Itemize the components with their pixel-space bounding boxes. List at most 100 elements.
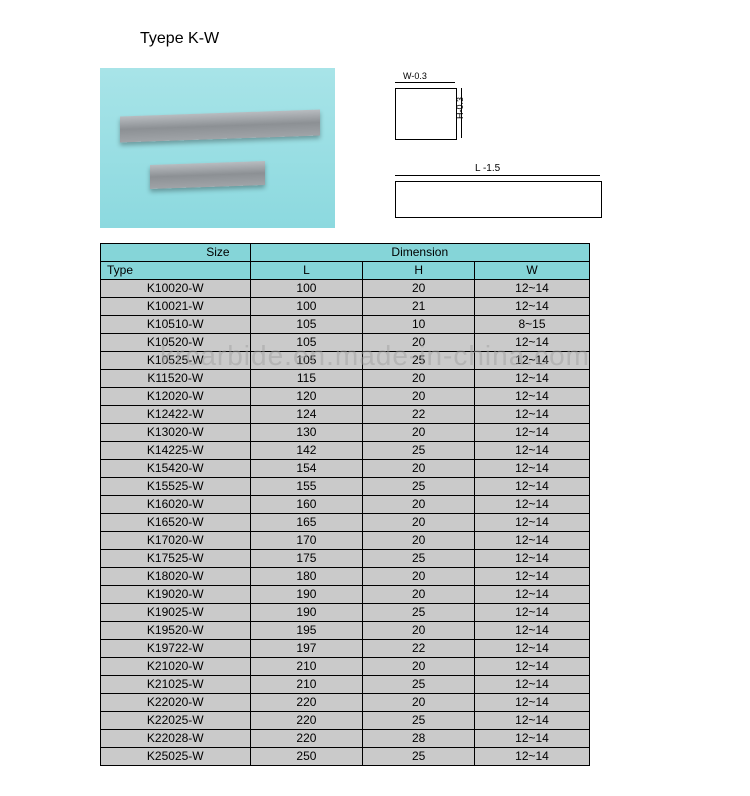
cell-L: 124	[250, 406, 363, 424]
cell-H: 22	[363, 406, 475, 424]
cell-type: K22020-W	[101, 694, 251, 712]
cell-W: 12~14	[475, 694, 590, 712]
cell-L: 210	[250, 658, 363, 676]
table-row: K15420-W1542012~14	[101, 460, 590, 478]
cell-H: 20	[363, 694, 475, 712]
cell-W: 12~14	[475, 514, 590, 532]
l-dimension-label: L -1.5	[475, 163, 500, 174]
long-bar	[120, 110, 320, 143]
cell-L: 142	[250, 442, 363, 460]
cell-type: K19020-W	[101, 586, 251, 604]
cell-H: 22	[363, 640, 475, 658]
cell-type: K15525-W	[101, 478, 251, 496]
h-header: H	[363, 262, 475, 280]
table-row: K17020-W1702012~14	[101, 532, 590, 550]
cell-W: 12~14	[475, 622, 590, 640]
cell-L: 105	[250, 334, 363, 352]
top-row: W-0.3 H-0.3 L -1.5	[100, 68, 700, 228]
cell-L: 220	[250, 694, 363, 712]
cell-H: 20	[363, 424, 475, 442]
cell-L: 170	[250, 532, 363, 550]
product-photo	[100, 68, 335, 228]
l-header: L	[250, 262, 363, 280]
table-row: K17525-W1752512~14	[101, 550, 590, 568]
cell-type: K14225-W	[101, 442, 251, 460]
cell-W: 12~14	[475, 406, 590, 424]
table-row: K12020-W1202012~14	[101, 388, 590, 406]
table-row: K21020-W2102012~14	[101, 658, 590, 676]
cell-H: 20	[363, 514, 475, 532]
cell-type: K12422-W	[101, 406, 251, 424]
table-row: K13020-W1302012~14	[101, 424, 590, 442]
table-row: K25025-W2502512~14	[101, 748, 590, 766]
cell-type: K16520-W	[101, 514, 251, 532]
cell-W: 12~14	[475, 568, 590, 586]
cell-H: 20	[363, 622, 475, 640]
table-row: K21025-W2102512~14	[101, 676, 590, 694]
cell-L: 105	[250, 352, 363, 370]
table-row: K18020-W1802012~14	[101, 568, 590, 586]
cell-H: 28	[363, 730, 475, 748]
cell-type: K21025-W	[101, 676, 251, 694]
cell-H: 25	[363, 748, 475, 766]
table-row: K10021-W1002112~14	[101, 298, 590, 316]
cell-W: 12~14	[475, 298, 590, 316]
cell-type: K11520-W	[101, 370, 251, 388]
cell-H: 25	[363, 352, 475, 370]
cell-L: 190	[250, 586, 363, 604]
cell-type: K10510-W	[101, 316, 251, 334]
length-diagram: L -1.5	[395, 163, 605, 223]
cell-type: K18020-W	[101, 568, 251, 586]
table-body: K10020-W1002012~14K10021-W1002112~14K105…	[101, 280, 590, 766]
cell-W: 12~14	[475, 658, 590, 676]
table-row: K19520-W1952012~14	[101, 622, 590, 640]
cell-H: 25	[363, 676, 475, 694]
cell-L: 100	[250, 298, 363, 316]
cell-W: 12~14	[475, 478, 590, 496]
cell-type: K10020-W	[101, 280, 251, 298]
page-title: Tyepe K-W	[140, 30, 700, 48]
spec-table: Size Dimension Type L H W K10020-W100201…	[100, 243, 590, 766]
cell-L: 160	[250, 496, 363, 514]
cell-L: 155	[250, 478, 363, 496]
cell-type: K10520-W	[101, 334, 251, 352]
cell-W: 12~14	[475, 388, 590, 406]
cell-H: 25	[363, 478, 475, 496]
cell-type: K10525-W	[101, 352, 251, 370]
table-row: K12422-W1242212~14	[101, 406, 590, 424]
cell-H: 21	[363, 298, 475, 316]
cell-L: 190	[250, 604, 363, 622]
table-row: K10020-W1002012~14	[101, 280, 590, 298]
cell-type: K21020-W	[101, 658, 251, 676]
short-bar	[150, 161, 265, 189]
size-header: Size	[101, 244, 251, 262]
cell-L: 120	[250, 388, 363, 406]
cell-type: K15420-W	[101, 460, 251, 478]
cell-L: 165	[250, 514, 363, 532]
table-row: K22020-W2202012~14	[101, 694, 590, 712]
cell-H: 20	[363, 568, 475, 586]
table-row: K10525-W1052512~14	[101, 352, 590, 370]
cell-H: 20	[363, 388, 475, 406]
w-dimension-label: W-0.3	[403, 71, 427, 81]
table-row: K14225-W1422512~14	[101, 442, 590, 460]
cell-W: 12~14	[475, 424, 590, 442]
cell-W: 12~14	[475, 496, 590, 514]
table-row: K15525-W1552512~14	[101, 478, 590, 496]
cell-H: 20	[363, 532, 475, 550]
cell-H: 10	[363, 316, 475, 334]
cell-L: 100	[250, 280, 363, 298]
type-header: Type	[101, 262, 251, 280]
table-row: K19722-W1972212~14	[101, 640, 590, 658]
h-dimension-label: H-0.3	[455, 97, 465, 119]
cell-W: 12~14	[475, 748, 590, 766]
cell-L: 175	[250, 550, 363, 568]
cell-L: 250	[250, 748, 363, 766]
cell-type: K17020-W	[101, 532, 251, 550]
cell-W: 12~14	[475, 550, 590, 568]
cell-W: 12~14	[475, 730, 590, 748]
cell-L: 115	[250, 370, 363, 388]
table-row: K22028-W2202812~14	[101, 730, 590, 748]
cell-W: 8~15	[475, 316, 590, 334]
table-row: K16520-W1652012~14	[101, 514, 590, 532]
